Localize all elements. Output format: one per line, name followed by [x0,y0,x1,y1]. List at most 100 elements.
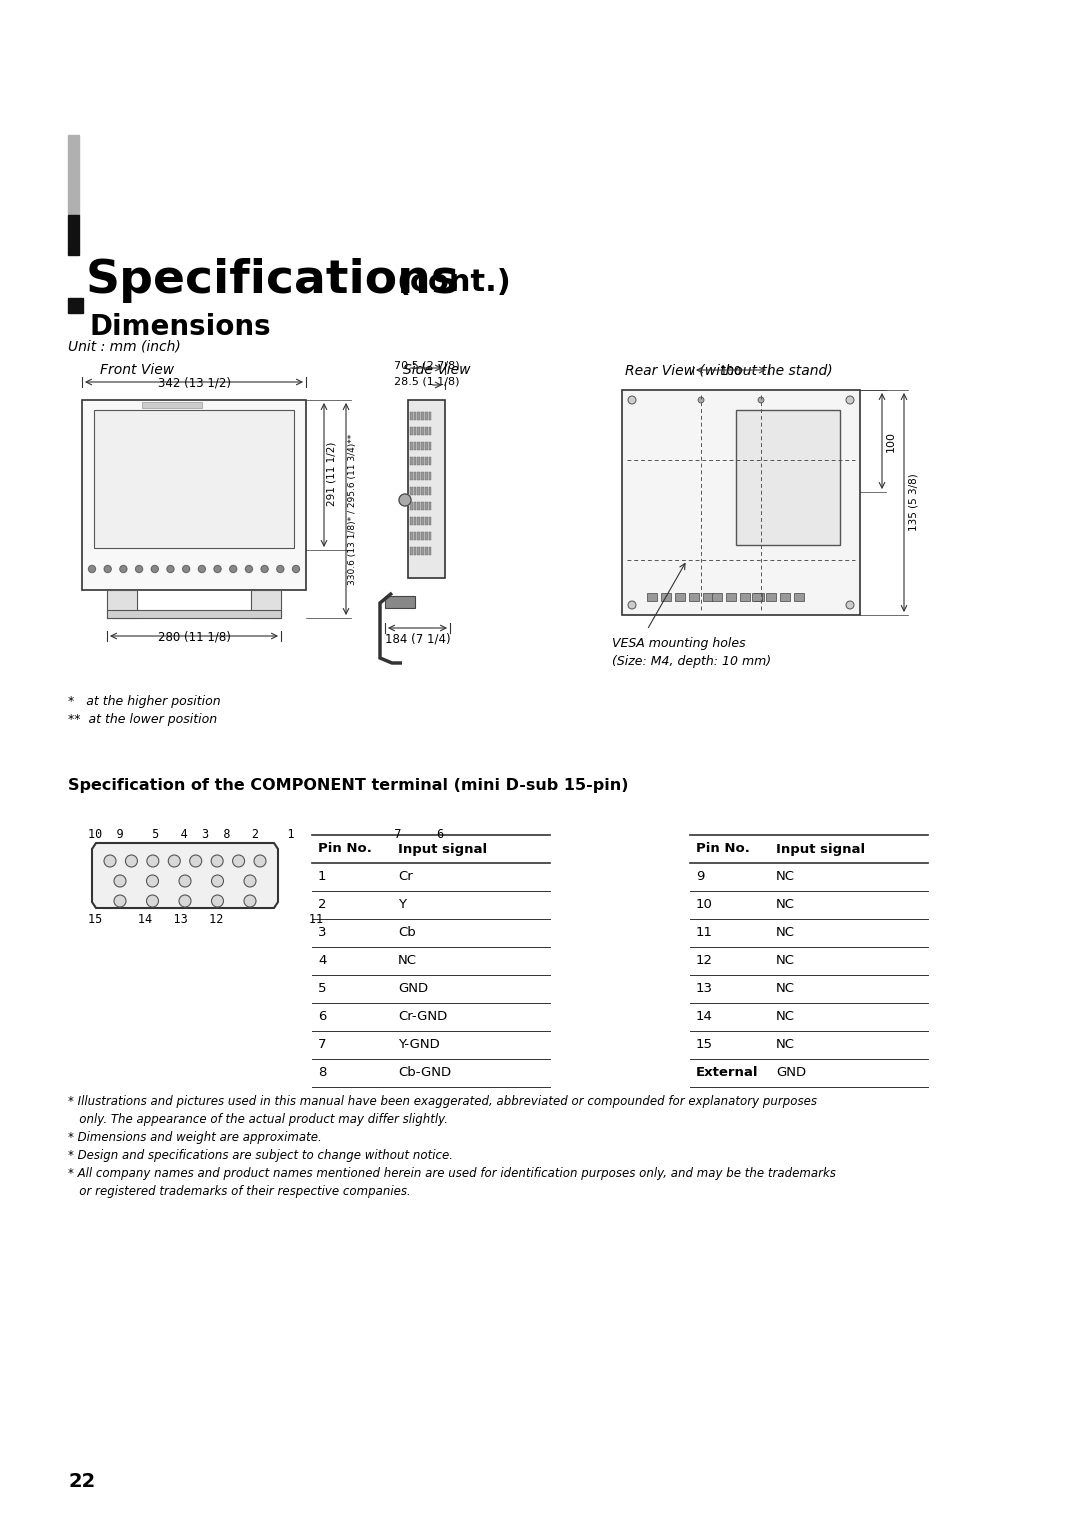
Circle shape [199,565,205,573]
Circle shape [147,856,159,866]
Bar [712,593,723,601]
Bar [417,487,420,495]
Text: 10  9    5   4  3  8   2    1              7     6: 10 9 5 4 3 8 2 1 7 6 [87,828,444,840]
Circle shape [212,876,224,886]
Text: Cb: Cb [399,926,416,940]
Text: Input signal: Input signal [399,842,487,856]
Text: only. The appearance of the actual product may differ slightly.: only. The appearance of the actual produ… [68,1112,448,1126]
Text: 7: 7 [318,1039,326,1051]
Bar [766,593,777,601]
Bar [424,472,428,480]
Bar [410,472,413,480]
Bar [661,593,671,601]
Bar [429,413,431,420]
Bar [794,593,804,601]
Bar [68,215,79,255]
Bar [414,457,417,465]
Text: Specification of the COMPONENT terminal (mini D-sub 15-pin): Specification of the COMPONENT terminal … [68,778,629,793]
Circle shape [214,565,221,573]
Circle shape [212,895,224,908]
Bar [414,503,417,510]
Bar [414,487,417,495]
Text: Pin No.: Pin No. [318,842,372,856]
Circle shape [244,876,256,886]
Circle shape [276,565,284,573]
Circle shape [125,856,137,866]
Bar [421,442,423,451]
Text: 184 (7 1/4): 184 (7 1/4) [384,633,450,645]
Circle shape [168,856,180,866]
Text: 15     14   13   12            11: 15 14 13 12 11 [87,914,323,926]
Text: NC: NC [777,871,795,883]
Bar [417,532,420,539]
Text: 28.5 (1 1/8): 28.5 (1 1/8) [394,377,459,387]
Bar [141,402,202,408]
Bar [429,503,431,510]
Bar [424,516,428,526]
Bar [421,516,423,526]
Bar [429,532,431,539]
Bar [752,593,762,601]
Text: Pin No.: Pin No. [696,842,750,856]
Text: NC: NC [777,983,795,996]
Bar [703,593,713,601]
Text: 100: 100 [720,365,742,377]
Text: Y-GND: Y-GND [399,1039,440,1051]
Bar [68,298,83,313]
Text: 15: 15 [696,1039,713,1051]
Bar [780,593,789,601]
Circle shape [627,601,636,610]
Text: 4: 4 [318,955,326,967]
Circle shape [104,565,111,573]
Bar [740,593,750,601]
Circle shape [399,494,411,506]
Text: NC: NC [777,1010,795,1024]
Circle shape [104,856,116,866]
Bar [424,413,428,420]
Bar [421,457,423,465]
Bar [429,442,431,451]
Bar [107,590,137,617]
Text: Cb-GND: Cb-GND [399,1067,451,1079]
Bar [94,410,294,549]
Bar [410,442,413,451]
Bar [726,593,735,601]
Text: 280 (11 1/8): 280 (11 1/8) [158,630,230,643]
Text: Input signal: Input signal [777,842,865,856]
Text: Cr-GND: Cr-GND [399,1010,447,1024]
Text: or registered trademarks of their respective companies.: or registered trademarks of their respec… [68,1186,410,1198]
Text: 2: 2 [318,898,326,912]
Bar [424,442,428,451]
Bar [251,590,281,617]
Bar [754,593,764,601]
Bar [417,442,420,451]
Bar [424,487,428,495]
Text: External: External [696,1067,758,1079]
Text: **  at the lower position: ** at the lower position [68,714,217,726]
Bar [410,532,413,539]
Text: * Design and specifications are subject to change without notice.: * Design and specifications are subject … [68,1149,453,1161]
Circle shape [136,565,143,573]
Circle shape [147,895,159,908]
Bar [429,472,431,480]
Circle shape [846,601,854,610]
Bar [410,413,413,420]
Text: GND: GND [399,983,428,996]
Bar [429,457,431,465]
Text: Unit : mm (inch): Unit : mm (inch) [68,341,180,354]
Circle shape [230,565,237,573]
Circle shape [758,397,764,403]
Circle shape [698,397,704,403]
Bar [107,610,281,617]
Bar [414,472,417,480]
Bar [735,410,840,545]
Bar [417,457,420,465]
Circle shape [254,856,266,866]
Text: 8: 8 [318,1067,326,1079]
Bar [424,503,428,510]
Circle shape [151,565,159,573]
Text: Specifications: Specifications [86,258,460,303]
Bar [622,390,860,614]
Text: NC: NC [399,955,417,967]
Bar [417,413,420,420]
